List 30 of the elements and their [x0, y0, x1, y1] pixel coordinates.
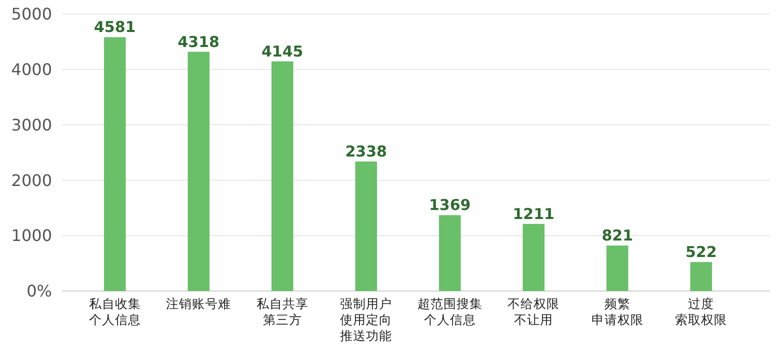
- bar: [690, 262, 712, 291]
- x-tick-label: 不给权限不让用: [508, 296, 560, 327]
- y-tick-label: 1000: [11, 226, 52, 246]
- data-label: 4145: [262, 42, 304, 60]
- x-tick-label: 私自共享第三方: [256, 296, 308, 327]
- bar: [522, 224, 545, 291]
- y-tick-label: 0%: [26, 282, 52, 301]
- data-label: 1211: [512, 204, 554, 223]
- bar: [104, 37, 126, 291]
- x-tick-label: 频繁申请权限: [591, 296, 644, 327]
- data-label: 4581: [94, 18, 136, 36]
- data-label: 2338: [345, 142, 387, 160]
- y-tick-label: 5000: [11, 4, 52, 24]
- bar: [438, 215, 461, 291]
- x-tick-label: 私自收集个人信息: [88, 296, 141, 327]
- x-tick-label: 过度索取权限: [675, 296, 728, 327]
- x-tick-label: 强制用户使用定向推送功能: [340, 296, 392, 343]
- data-label: 1369: [429, 196, 471, 214]
- bar: [188, 52, 210, 291]
- y-tick-label: 2000: [11, 170, 52, 190]
- data-label: 4318: [178, 32, 220, 51]
- y-tick-label: 4000: [11, 60, 52, 79]
- bar: [271, 61, 294, 291]
- x-tick-label: 超范围搜集个人信息: [417, 296, 482, 327]
- bar: [606, 246, 628, 291]
- bar: [355, 161, 378, 291]
- y-tick-label: 3000: [11, 115, 52, 134]
- data-label: 821: [602, 226, 634, 245]
- x-tick-label: 注销账号难: [166, 296, 232, 311]
- data-label: 522: [685, 243, 717, 262]
